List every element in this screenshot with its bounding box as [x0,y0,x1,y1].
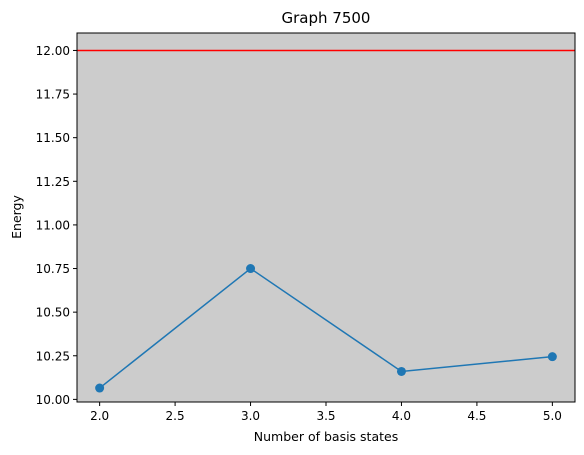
y-tick-label: 11.00 [36,218,70,232]
y-tick-label: 10.50 [36,306,70,320]
x-tick-label: 2.0 [90,409,109,423]
y-tick-label: 11.25 [36,175,70,189]
data-point [396,366,406,376]
x-tick-label: 3.0 [241,409,260,423]
x-tick-label: 2.5 [166,409,185,423]
x-tick-label: 3.5 [316,409,335,423]
data-point [547,352,557,362]
y-tick-label: 11.75 [36,88,70,102]
y-tick-label: 12.00 [36,44,70,58]
x-tick-label: 5.0 [543,409,562,423]
y-axis-label: Energy [9,195,24,239]
chart-title: Graph 7500 [282,9,371,27]
y-axis: 10.00 10.25 10.50 10.75 11.00 11.25 11.50 11.75… [36,44,77,407]
x-tick-label: 4.5 [467,409,486,423]
data-point [95,383,105,393]
y-tick-label: 10.25 [36,349,70,363]
y-tick-label: 10.00 [36,393,70,407]
x-axis-label: Number of basis states [254,429,398,444]
x-axis: 2.0 2.5 3.0 3.5 4.0 4.5 5.0 [90,402,562,423]
data-point [246,264,256,274]
y-tick-label: 10.75 [36,262,70,276]
series-line-0 [99,267,553,389]
y-tick-label: 11.50 [36,131,70,145]
x-tick-label: 4.0 [392,409,411,423]
